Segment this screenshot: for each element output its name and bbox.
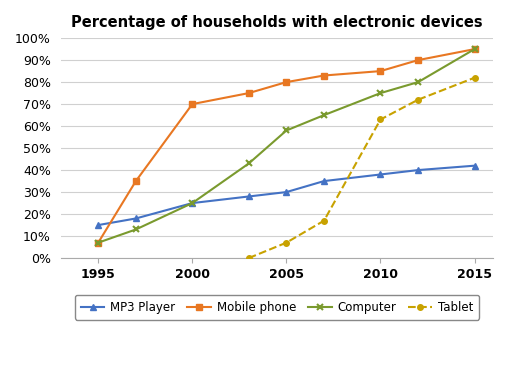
- Line: Mobile phone: Mobile phone: [95, 46, 477, 245]
- Line: Tablet: Tablet: [246, 75, 477, 261]
- Mobile phone: [133, 179, 139, 183]
- Title: Percentage of households with electronic devices: Percentage of households with electronic…: [71, 15, 483, 30]
- MP3 Player: [95, 223, 101, 227]
- Mobile phone: [189, 102, 196, 106]
- Computer: [321, 113, 327, 117]
- Line: MP3 Player: MP3 Player: [95, 163, 477, 228]
- MP3 Player: [415, 168, 421, 172]
- Mobile phone: [283, 80, 289, 85]
- Computer: [377, 91, 383, 95]
- Computer: [415, 80, 421, 85]
- MP3 Player: [377, 172, 383, 177]
- Mobile phone: [321, 73, 327, 78]
- Computer: [283, 128, 289, 133]
- MP3 Player: [321, 179, 327, 183]
- MP3 Player: [133, 216, 139, 221]
- MP3 Player: [283, 190, 289, 194]
- MP3 Player: [472, 163, 478, 168]
- Computer: [95, 240, 101, 245]
- Tablet: [283, 240, 289, 245]
- Mobile phone: [415, 58, 421, 62]
- Tablet: [246, 256, 252, 260]
- MP3 Player: [189, 201, 196, 205]
- Computer: [246, 161, 252, 166]
- Mobile phone: [95, 240, 101, 245]
- Tablet: [415, 98, 421, 102]
- Legend: MP3 Player, Mobile phone, Computer, Tablet: MP3 Player, Mobile phone, Computer, Tabl…: [75, 295, 479, 319]
- MP3 Player: [246, 194, 252, 199]
- Tablet: [321, 218, 327, 223]
- Computer: [189, 201, 196, 205]
- Computer: [472, 47, 478, 51]
- Tablet: [377, 117, 383, 122]
- Line: Computer: Computer: [95, 46, 478, 246]
- Mobile phone: [472, 47, 478, 51]
- Computer: [133, 227, 139, 232]
- Mobile phone: [246, 91, 252, 95]
- Tablet: [472, 76, 478, 80]
- Mobile phone: [377, 69, 383, 73]
